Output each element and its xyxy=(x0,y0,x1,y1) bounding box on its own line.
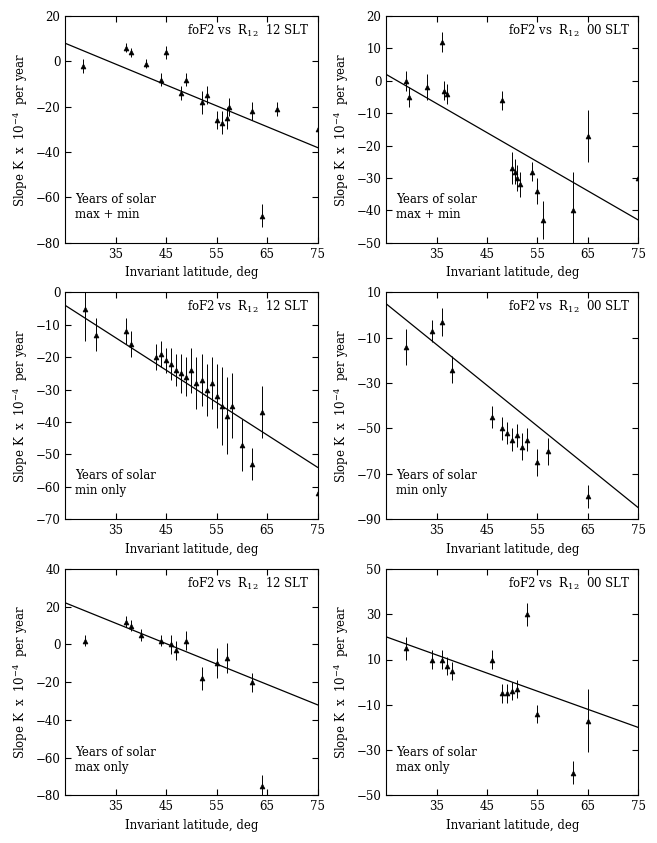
Text: foF2 vs  R$_{12}$  00 SLT: foF2 vs R$_{12}$ 00 SLT xyxy=(509,299,631,315)
Text: Years of solar
min only: Years of solar min only xyxy=(396,470,477,497)
Text: foF2 vs  R$_{12}$  00 SLT: foF2 vs R$_{12}$ 00 SLT xyxy=(509,576,631,592)
Text: foF2 vs  R$_{12}$  00 SLT: foF2 vs R$_{12}$ 00 SLT xyxy=(509,23,631,39)
Text: foF2 vs  R$_{12}$  12 SLT: foF2 vs R$_{12}$ 12 SLT xyxy=(187,23,310,39)
X-axis label: Invariant latitude, deg: Invariant latitude, deg xyxy=(445,543,579,556)
X-axis label: Invariant latitude, deg: Invariant latitude, deg xyxy=(125,266,258,279)
Y-axis label: Slope K  x  10$^{-4}$  per year: Slope K x 10$^{-4}$ per year xyxy=(332,329,351,483)
Text: Years of solar
min only: Years of solar min only xyxy=(76,470,156,497)
Y-axis label: Slope K  x  10$^{-4}$  per year: Slope K x 10$^{-4}$ per year xyxy=(11,329,30,483)
Text: Years of solar
max + min: Years of solar max + min xyxy=(396,193,477,221)
Y-axis label: Slope K  x  10$^{-4}$  per year: Slope K x 10$^{-4}$ per year xyxy=(332,52,351,207)
Text: Years of solar
max only: Years of solar max only xyxy=(396,745,477,774)
Text: Years of solar
max only: Years of solar max only xyxy=(76,745,156,774)
Y-axis label: Slope K  x  10$^{-4}$  per year: Slope K x 10$^{-4}$ per year xyxy=(11,52,30,207)
Text: foF2 vs  R$_{12}$  12 SLT: foF2 vs R$_{12}$ 12 SLT xyxy=(187,576,310,592)
X-axis label: Invariant latitude, deg: Invariant latitude, deg xyxy=(125,819,258,832)
X-axis label: Invariant latitude, deg: Invariant latitude, deg xyxy=(125,543,258,556)
Text: foF2 vs  R$_{12}$  12 SLT: foF2 vs R$_{12}$ 12 SLT xyxy=(187,299,310,315)
Text: Years of solar
max + min: Years of solar max + min xyxy=(76,193,156,221)
X-axis label: Invariant latitude, deg: Invariant latitude, deg xyxy=(445,819,579,832)
Y-axis label: Slope K  x  10$^{-4}$  per year: Slope K x 10$^{-4}$ per year xyxy=(11,605,30,760)
Y-axis label: Slope K  x  10$^{-4}$  per year: Slope K x 10$^{-4}$ per year xyxy=(332,605,351,760)
X-axis label: Invariant latitude, deg: Invariant latitude, deg xyxy=(445,266,579,279)
